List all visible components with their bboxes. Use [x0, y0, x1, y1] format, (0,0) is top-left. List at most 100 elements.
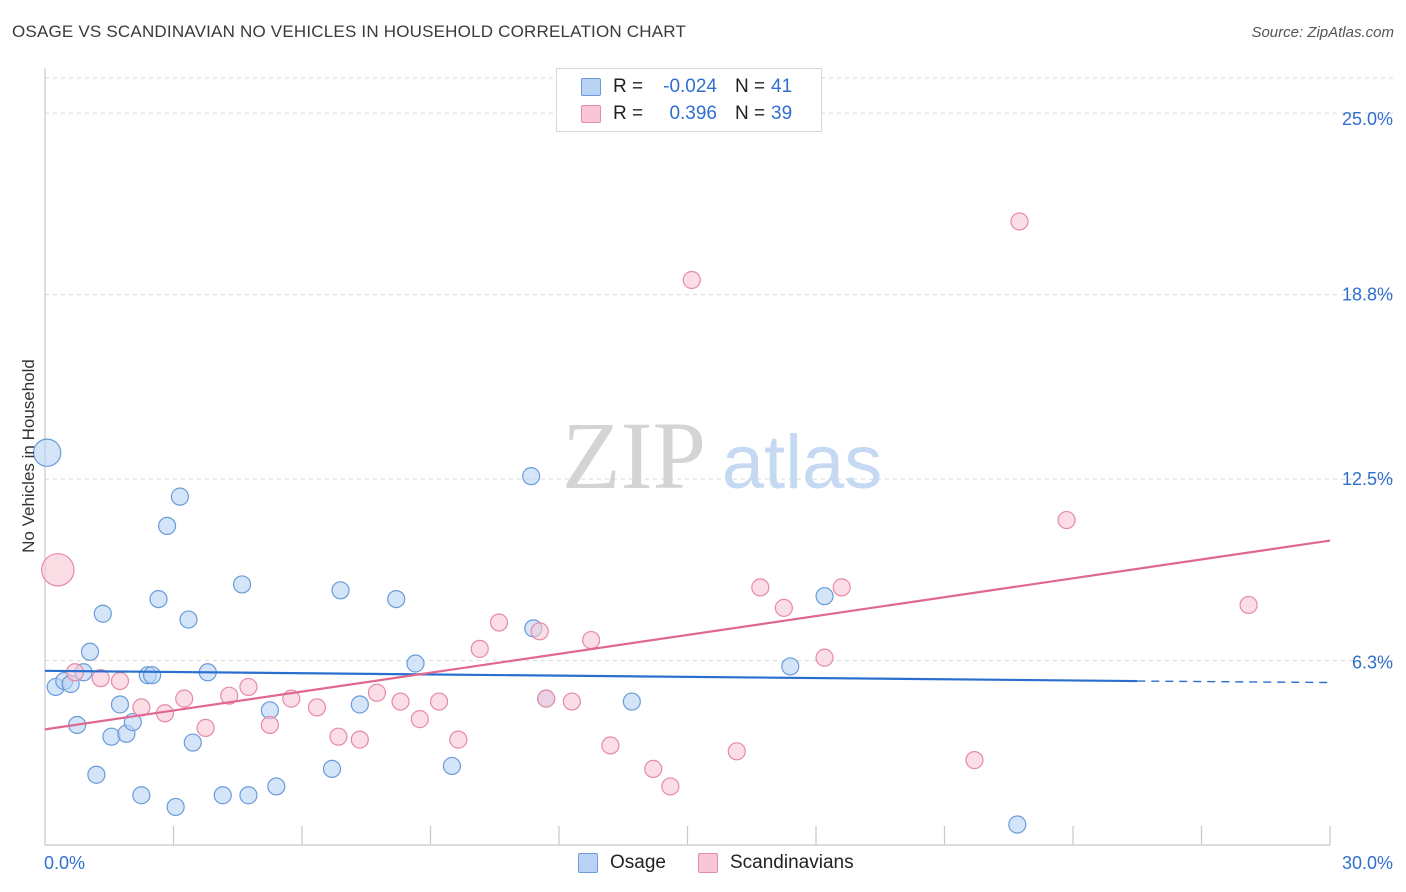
scandinavian-point: [260, 715, 279, 735]
scandinavian-point: [65, 663, 85, 682]
scandinavian-point: [562, 692, 581, 711]
scandinavian-point: [489, 613, 509, 632]
osage-swatch: [578, 853, 598, 873]
watermark-zip: ZIP: [562, 402, 706, 509]
scandinavian-point: [307, 698, 327, 717]
y-tick-label: 25.0%: [1342, 109, 1393, 129]
legend-row-osage: R = -0.024 N = 41: [581, 74, 792, 100]
osage-point: [322, 759, 342, 778]
osage-point: [157, 516, 177, 536]
osage-points: [32, 438, 1027, 834]
scandinavian-point: [410, 710, 429, 729]
scandinavian-point: [832, 578, 851, 597]
x-tick-labels: 0.0% 30.0%: [44, 853, 1393, 873]
osage-point: [166, 797, 185, 817]
osage-point: [179, 610, 198, 629]
y-axis-label: No Vehicles in Household: [19, 359, 38, 553]
scandinavian-point: [449, 730, 468, 749]
osage-trend-extension: [1137, 680, 1331, 684]
osage-point: [350, 695, 369, 714]
scandinavian-point: [1057, 510, 1076, 530]
scandinavian-point: [350, 730, 369, 749]
grid-lines: [45, 77, 1395, 662]
scandinavian-point: [196, 718, 215, 738]
osage-point: [132, 786, 151, 805]
osage-swatch: [581, 78, 601, 96]
scandinavian-point: [391, 692, 410, 711]
n-label: N =: [735, 103, 766, 124]
chart-title: OSAGE VS SCANDINAVIAN NO VEHICLES IN HOU…: [12, 22, 687, 41]
x-tick-label-min: 0.0%: [44, 853, 85, 873]
osage-point: [331, 581, 350, 600]
osage-point: [781, 657, 800, 676]
r-label: R =: [613, 103, 644, 124]
osage-point: [622, 692, 641, 711]
scandinavian-point: [815, 648, 834, 667]
osage-point: [522, 467, 541, 486]
axes: [44, 68, 1331, 846]
legend-item-scandinavians[interactable]: Scandinavians: [698, 852, 854, 874]
y-tick-label: 12.5%: [1342, 469, 1393, 489]
y-tick-label: 6.3%: [1352, 653, 1393, 673]
scandinavians-label: Scandinavians: [730, 852, 854, 873]
scandinavian-point: [601, 736, 620, 755]
legend-item-osage[interactable]: Osage: [578, 852, 666, 874]
scandinavian-point: [661, 777, 680, 796]
scandinavian-point: [91, 669, 110, 688]
osage-trend-line: [44, 669, 1138, 683]
scandinavian-point: [110, 671, 130, 691]
osage-point: [232, 575, 252, 594]
scandinavians-swatch: [698, 853, 718, 873]
legend-row-scandinavians: R = 0.396 N = 39: [581, 101, 792, 127]
scandinavian-point: [1239, 595, 1258, 615]
r-value: -0.024: [663, 76, 717, 97]
scandinavian-point: [239, 677, 258, 697]
n-value: 39: [771, 103, 793, 124]
osage-point: [93, 604, 112, 623]
scandinavian-point: [644, 759, 663, 778]
osage-point: [183, 733, 202, 752]
r-value: 0.396: [669, 103, 717, 124]
series-legend: Osage Scandinavians: [0, 852, 1406, 878]
scandinavian-point: [682, 270, 701, 290]
osage-point: [32, 438, 62, 467]
n-label: N =: [735, 76, 766, 97]
scandinavian-point: [774, 598, 793, 617]
scandinavian-points: [41, 212, 1258, 796]
scandinavians-swatch: [581, 105, 601, 123]
r-label: R =: [613, 76, 644, 97]
trend-lines: [44, 539, 1331, 731]
watermark: ZIP atlas: [562, 402, 882, 509]
osage-point: [239, 786, 258, 805]
osage-point: [142, 666, 162, 685]
osage-point: [149, 589, 168, 609]
osage-point: [170, 487, 190, 506]
osage-point: [1008, 815, 1027, 834]
osage-point: [213, 786, 232, 805]
osage-point: [815, 587, 834, 606]
scandinavian-point: [429, 692, 449, 711]
scandinavian-point: [41, 553, 75, 587]
osage-point: [102, 727, 121, 746]
x-tick-label-max: 30.0%: [1342, 853, 1393, 873]
scandinavian-trend-line: [44, 539, 1331, 731]
osage-label: Osage: [610, 852, 666, 873]
osage-point: [110, 695, 130, 714]
osage-point: [406, 654, 425, 673]
scandinavian-point: [530, 622, 549, 641]
scandinavian-point: [470, 639, 489, 658]
osage-point: [267, 777, 286, 796]
osage-point: [387, 589, 406, 609]
scandinavian-point: [1010, 212, 1029, 231]
y-tick-labels: 6.3% 12.5% 18.8% 25.0%: [1342, 109, 1393, 672]
chart-source: Source: ZipAtlas.com: [1251, 24, 1394, 41]
scandinavian-point: [582, 630, 601, 650]
scandinavian-point: [751, 578, 770, 597]
osage-point: [80, 642, 100, 661]
scandinavian-point: [329, 727, 348, 746]
scandinavian-point: [537, 689, 556, 708]
scandinavian-point: [727, 742, 746, 761]
scandinavian-point: [220, 686, 239, 705]
watermark-atlas: atlas: [722, 420, 883, 505]
